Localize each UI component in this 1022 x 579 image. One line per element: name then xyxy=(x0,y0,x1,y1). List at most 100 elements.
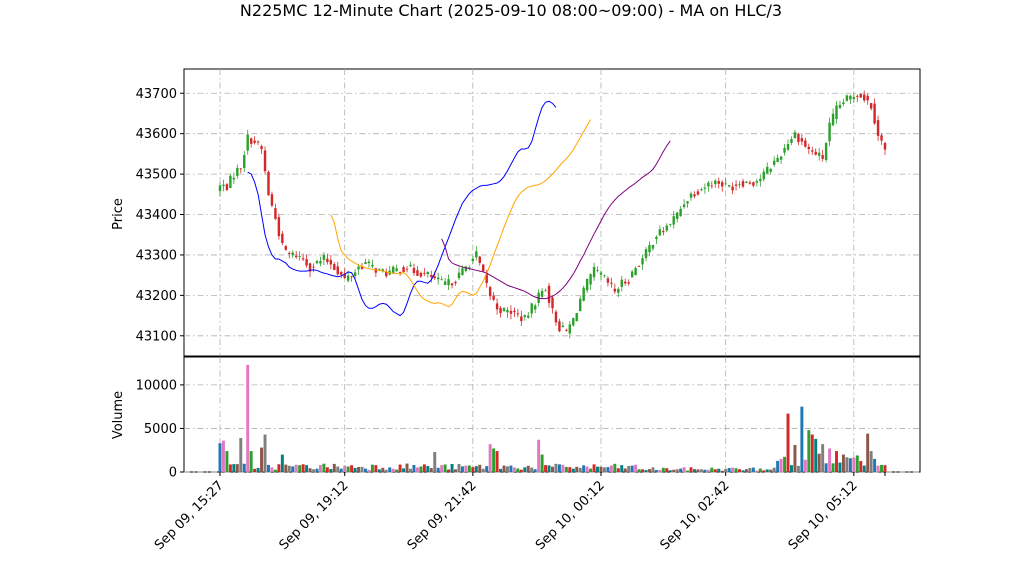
volume-bar xyxy=(710,467,714,472)
x-tick-label: Sep 10, 05:12 xyxy=(786,478,861,553)
volume-bar xyxy=(554,463,558,472)
volume-bar xyxy=(409,468,412,472)
volume-bar xyxy=(405,463,409,472)
candle-body xyxy=(599,272,603,275)
candle-body xyxy=(797,133,800,143)
volume-bar xyxy=(512,467,516,472)
candle-body xyxy=(506,309,509,313)
volume-bar xyxy=(571,468,575,472)
volume-bar xyxy=(654,470,658,472)
candle-body xyxy=(440,279,443,281)
candle-body xyxy=(772,160,776,165)
candle-body xyxy=(533,305,537,310)
volume-bar xyxy=(557,464,561,472)
candle-body xyxy=(232,177,236,180)
volume-bar xyxy=(322,463,326,472)
volume-bar xyxy=(609,465,613,472)
volume-bar xyxy=(308,468,312,472)
volume-bar xyxy=(374,465,378,472)
volume-bar xyxy=(627,466,631,472)
volume-bar xyxy=(602,467,606,472)
volume-bar xyxy=(263,434,267,472)
candle-body xyxy=(371,264,374,267)
volume-bar xyxy=(481,468,485,472)
volume-bar xyxy=(273,469,277,472)
candle-body xyxy=(617,288,620,293)
candle-body xyxy=(236,167,239,176)
volume-bar xyxy=(277,464,281,472)
candle-body xyxy=(530,303,533,314)
candle-body xyxy=(263,150,267,172)
volume-bar xyxy=(862,465,866,472)
candle-body xyxy=(682,204,686,208)
volume-y-axis-label: Volume xyxy=(111,391,126,439)
candle-body xyxy=(838,104,842,108)
volume-bar xyxy=(755,470,759,472)
volume-bar xyxy=(350,465,354,472)
volume-bar xyxy=(516,468,520,472)
candle-body xyxy=(547,285,551,303)
candle-body xyxy=(391,266,395,274)
candle-body xyxy=(516,313,520,315)
candle-body xyxy=(360,266,364,269)
candle-body xyxy=(856,95,859,97)
volume-bar xyxy=(620,465,624,472)
volume-bar xyxy=(485,466,489,472)
candle-body xyxy=(301,258,305,260)
volume-y-ticks: 0 5000 10000 xyxy=(136,378,184,481)
candle-body xyxy=(620,279,623,287)
candle-body xyxy=(824,142,828,160)
candle-body xyxy=(804,140,807,147)
candle-body xyxy=(239,168,242,170)
volume-bar xyxy=(246,364,250,472)
volume-bar xyxy=(478,464,482,472)
candle-body xyxy=(218,185,222,192)
volume-bar xyxy=(693,469,696,472)
candle-body xyxy=(291,252,294,256)
candle-body xyxy=(492,295,495,300)
volume-bar xyxy=(402,468,406,472)
volume-bar xyxy=(298,465,302,472)
candle-body xyxy=(267,171,270,196)
candle-body xyxy=(866,95,869,101)
volume-panel: 0 5000 10000 Volume xyxy=(111,356,921,481)
candle-body xyxy=(800,138,804,142)
volume-bar xyxy=(616,468,620,472)
volume-bar xyxy=(651,467,655,472)
volume-bar xyxy=(346,466,350,472)
candle-body xyxy=(665,225,669,231)
volume-bar xyxy=(796,465,800,472)
volume-bar xyxy=(544,465,548,472)
volume-bar xyxy=(488,444,492,472)
price-y-tick-label: 43100 xyxy=(136,329,177,344)
ma-short-line xyxy=(247,100,557,317)
volume-bar xyxy=(419,466,423,472)
candle-body xyxy=(852,97,856,99)
candle-body xyxy=(578,298,582,312)
volume-bar xyxy=(675,469,679,472)
volume-bar xyxy=(499,468,503,472)
candle-body xyxy=(790,139,793,143)
candle-body xyxy=(786,144,790,150)
candle-body xyxy=(655,236,658,239)
price-grid xyxy=(184,69,920,356)
candle-body xyxy=(606,278,610,283)
x-tick-label: Sep 09, 19:12 xyxy=(277,478,352,553)
volume-bar xyxy=(831,463,835,472)
candle-body xyxy=(256,141,260,143)
candle-body xyxy=(336,266,339,275)
volume-bar xyxy=(426,465,430,472)
candle-body xyxy=(669,223,672,225)
candle-body xyxy=(644,249,648,259)
volume-bar xyxy=(547,465,551,472)
volume-y-tick-label: 10000 xyxy=(136,378,177,393)
candle-body xyxy=(693,194,696,197)
candle-body xyxy=(551,297,554,309)
candle-body xyxy=(270,194,274,206)
volume-bar xyxy=(436,467,440,472)
candle-body xyxy=(433,276,436,279)
volume-bar xyxy=(720,470,724,472)
volume-bar xyxy=(260,447,264,472)
candle-body xyxy=(350,276,353,278)
x-tick-label: Sep 09, 21:42 xyxy=(405,478,480,553)
